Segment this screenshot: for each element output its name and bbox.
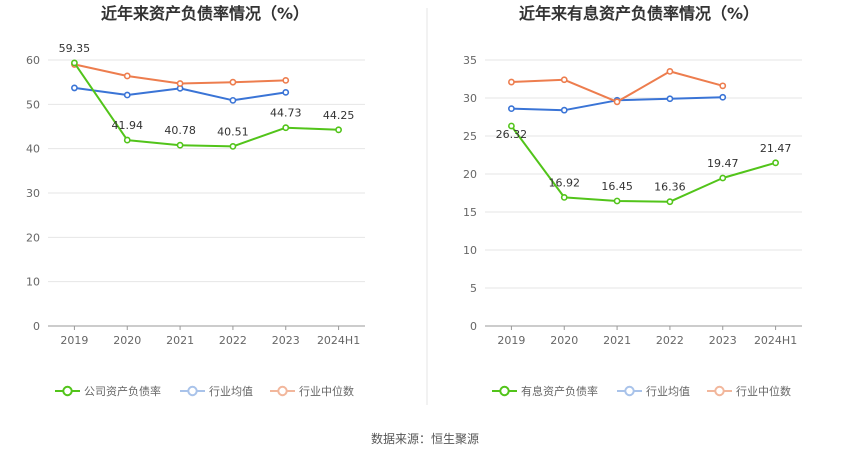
data-label: 41.94 (112, 119, 144, 132)
legend-swatch-marker (624, 385, 635, 397)
legend-label: 有息资产负债率 (521, 384, 598, 398)
y-tick-label: 5 (470, 282, 477, 295)
y-tick-label: 20 (463, 168, 477, 181)
x-tick-label: 2020 (113, 334, 141, 347)
chart-panel-interest-debt-ratio: 近年来有息资产负债率情况（%） 0 5 10 15 20 25 30 35 2019 2020 20… (463, 4, 802, 398)
y-tick-label: 0 (33, 320, 40, 333)
data-point (719, 82, 727, 90)
data-point (508, 78, 515, 86)
y-tick-label: 30 (463, 92, 477, 105)
x-tick-label: 2023 (272, 334, 300, 347)
y-tick-label: 15 (463, 206, 477, 219)
x-tick-label: 2022 (219, 334, 247, 347)
data-point (123, 136, 131, 144)
data-label: 44.25 (323, 109, 355, 122)
data-point (508, 122, 515, 130)
data-point (282, 76, 290, 84)
data-point (282, 88, 290, 96)
data-label: 40.51 (217, 125, 249, 138)
chart-title: 近年来有息资产负债率情况（%） (519, 4, 759, 23)
y-tick-label: 10 (26, 276, 40, 289)
data-label: 44.73 (270, 107, 302, 120)
y-tick-label: 25 (463, 130, 477, 143)
data-label: 16.45 (601, 180, 633, 193)
x-tick-label: 2023 (709, 334, 737, 347)
data-label: 16.36 (654, 181, 686, 194)
legend-swatch-marker (62, 385, 73, 397)
x-tick-label: 2019 (497, 334, 525, 347)
data-point (613, 197, 621, 205)
legend-label: 行业中位数 (736, 384, 791, 398)
x-tick-label: 2021 (603, 334, 631, 347)
data-point (229, 96, 237, 104)
legend-swatch-marker (714, 385, 725, 397)
data-point (282, 124, 290, 132)
legend-label: 行业均值 (209, 385, 253, 398)
data-label: 19.47 (707, 157, 739, 170)
data-point (176, 80, 184, 87)
x-tick-label: 2024H1 (317, 334, 360, 347)
data-point (666, 198, 674, 206)
y-tick-label: 10 (463, 244, 477, 257)
legend-label: 行业中位数 (299, 384, 354, 398)
legend-swatch-marker (499, 385, 510, 397)
data-point (123, 72, 131, 80)
data-label: 40.78 (164, 124, 196, 137)
data-label: 59.35 (59, 42, 91, 55)
data-source-note: 数据来源：恒生聚源 (371, 431, 479, 446)
data-point (508, 105, 515, 113)
legend-swatch-marker (187, 385, 198, 397)
data-point (560, 194, 568, 201)
data-point (613, 98, 621, 106)
data-point (666, 68, 674, 75)
y-tick-label: 50 (26, 98, 40, 111)
data-point (666, 95, 674, 103)
chart-title: 近年来资产负债率情况（%） (101, 4, 309, 23)
data-point (719, 93, 727, 101)
data-point (560, 106, 568, 114)
chart-panel-total-debt-ratio: 近年来资产负债率情况（%） 0 10 20 30 40 50 60 2019 2020 2021 2… (26, 4, 365, 398)
x-tick-label: 2019 (60, 334, 88, 347)
x-tick-label: 2024H1 (754, 334, 797, 347)
data-label: 21.47 (760, 142, 792, 155)
legend-swatch-marker (277, 385, 288, 397)
data-point (176, 141, 184, 149)
data-point (560, 76, 568, 84)
series-line (73, 62, 339, 148)
y-tick-label: 60 (26, 54, 40, 67)
x-tick-label: 2021 (166, 334, 194, 347)
x-tick-label: 2022 (656, 334, 684, 347)
x-tick-label: 2020 (550, 334, 578, 347)
data-point (229, 78, 237, 86)
y-tick-label: 0 (470, 320, 477, 333)
data-point (772, 159, 779, 167)
series-line (510, 125, 776, 203)
data-label: 26.32 (496, 128, 528, 141)
y-tick-label: 40 (26, 143, 40, 156)
data-point (71, 84, 78, 92)
data-point (719, 174, 727, 182)
y-tick-label: 30 (26, 187, 40, 200)
data-point (123, 91, 131, 99)
y-tick-label: 20 (26, 231, 40, 244)
data-point (335, 126, 342, 134)
data-point (71, 59, 78, 67)
y-tick-label: 35 (463, 54, 477, 67)
data-label: 16.92 (549, 176, 581, 189)
legend-label: 公司资产负债率 (84, 384, 161, 398)
legend-label: 行业均值 (646, 385, 690, 398)
data-point (229, 143, 237, 150)
